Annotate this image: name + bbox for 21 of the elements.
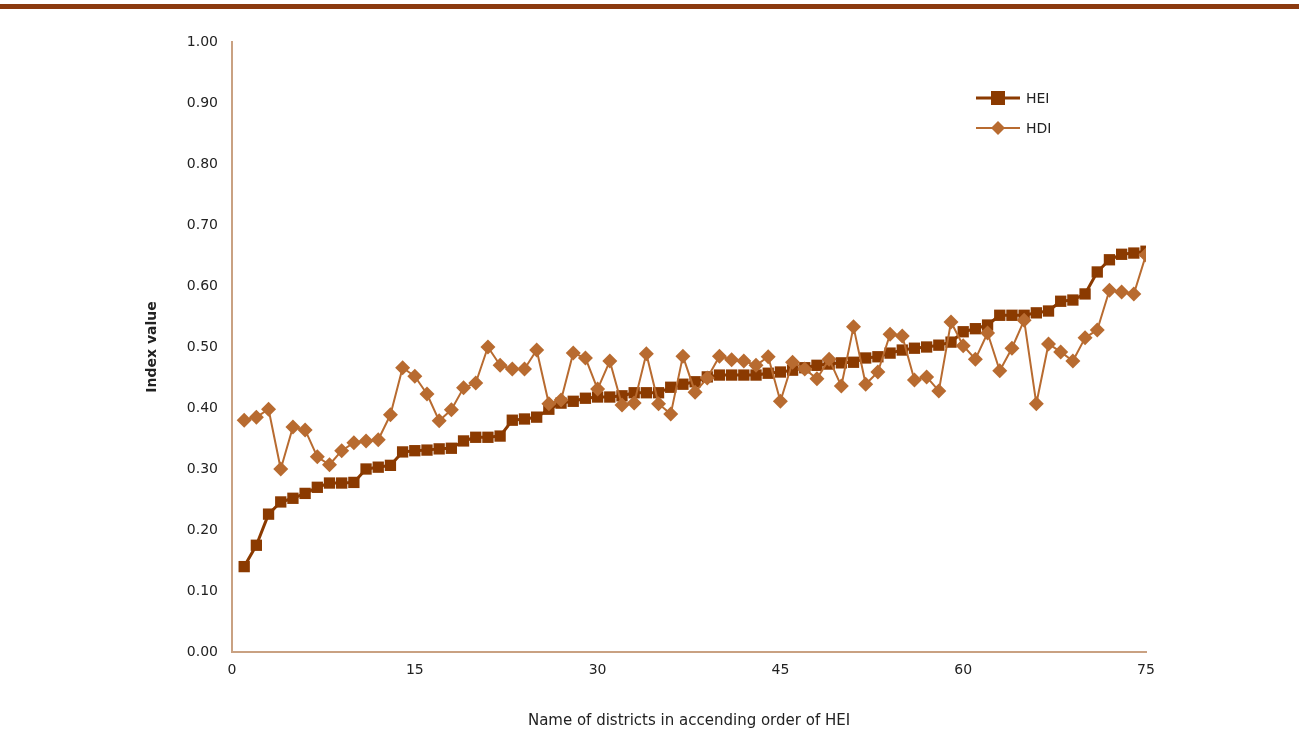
y-tick-label: 0.70 bbox=[186, 215, 218, 232]
x-tick-label: 60 bbox=[954, 661, 973, 678]
y-tick-label: 0.40 bbox=[186, 398, 218, 415]
y-tick-label: 0.60 bbox=[186, 276, 218, 293]
y-tick-label: 0.30 bbox=[186, 459, 218, 476]
y-tick-label: 0.20 bbox=[186, 520, 218, 537]
x-axis-title: Name of districts in accending order of HEI bbox=[527, 710, 851, 729]
y-tick-label: 1.00 bbox=[186, 32, 218, 49]
x-tick-label: 15 bbox=[405, 661, 424, 678]
x-tick-label: 75 bbox=[1137, 661, 1155, 678]
x-tick-label: 45 bbox=[771, 661, 790, 678]
y-tick-label: 0.80 bbox=[186, 154, 218, 171]
y-tick-label: 0.50 bbox=[186, 337, 218, 354]
y-tick-label: 0.10 bbox=[186, 581, 218, 598]
legend-label: HEI bbox=[1026, 89, 1050, 106]
y-tick-label: 0.90 bbox=[186, 93, 218, 110]
x-tick-label: 30 bbox=[588, 661, 607, 678]
y-axis-title: Index value bbox=[143, 301, 160, 393]
x-tick-label: 0 bbox=[227, 661, 237, 678]
y-tick-label: 0.00 bbox=[186, 642, 218, 659]
legend-label: HDI bbox=[1026, 119, 1052, 136]
